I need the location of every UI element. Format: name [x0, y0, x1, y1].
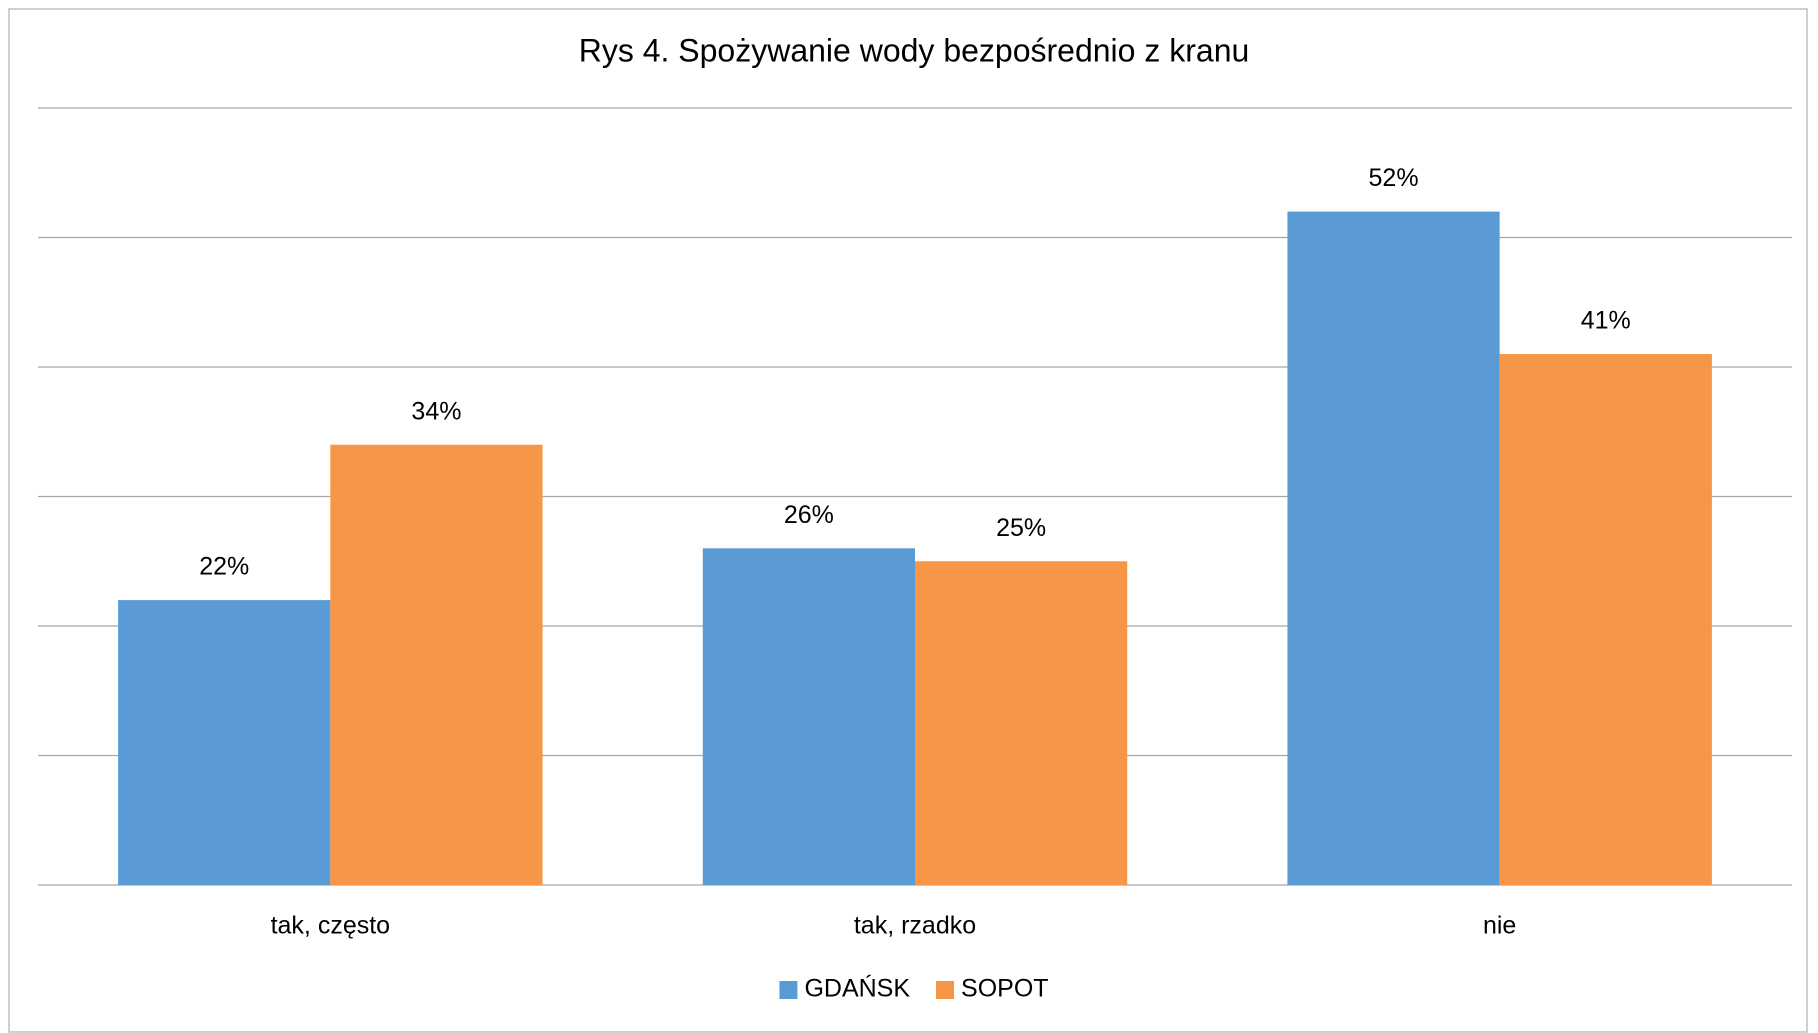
data-label: 26% — [784, 501, 834, 529]
x-tick-label: tak, często — [271, 912, 391, 940]
legend-swatch — [779, 981, 798, 999]
legend-label: GDAŃSK — [804, 974, 910, 1003]
data-label: 52% — [1369, 164, 1419, 192]
bar — [915, 561, 1128, 885]
bar — [118, 600, 331, 885]
data-label: 34% — [411, 397, 461, 425]
legend-swatch — [936, 981, 955, 999]
data-label: 22% — [199, 553, 249, 581]
bar — [1499, 354, 1712, 885]
data-label: 25% — [996, 514, 1046, 542]
chart-title: Rys 4. Spożywanie wody bezpośrednio z kr… — [579, 32, 1250, 68]
bar — [330, 444, 543, 885]
x-tick-label: tak, rzadko — [854, 912, 976, 940]
data-label: 41% — [1581, 307, 1631, 335]
bar — [702, 548, 915, 885]
x-tick-label: nie — [1483, 912, 1516, 940]
legend-label: SOPOT — [961, 975, 1049, 1003]
bar — [1287, 211, 1500, 886]
